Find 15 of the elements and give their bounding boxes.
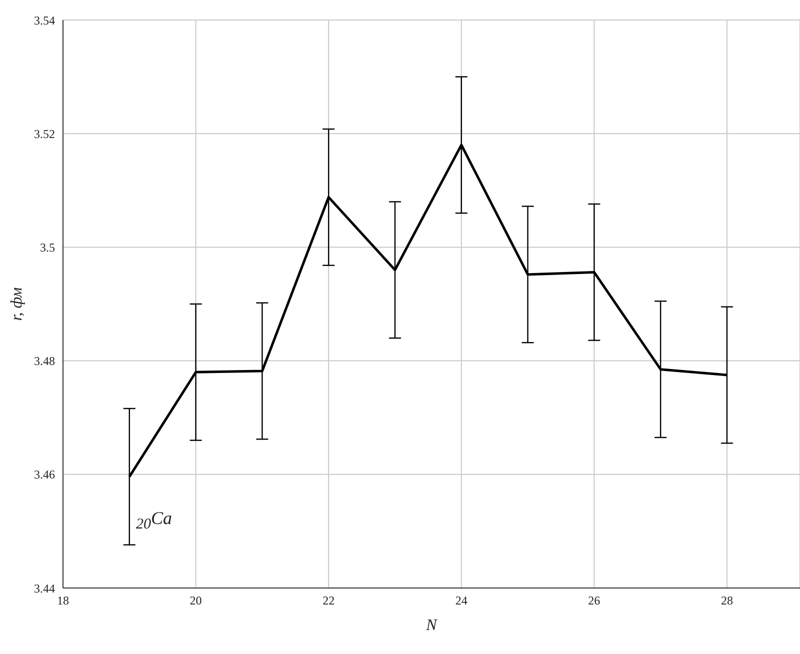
y-tick-label: 3.54 <box>34 13 55 28</box>
x-tick-label: 20 <box>190 594 202 608</box>
x-axis-title: N <box>425 617 438 634</box>
x-tick-label: 18 <box>57 594 69 608</box>
x-tick-label: 26 <box>588 594 600 608</box>
y-tick-label: 3.52 <box>34 126 55 141</box>
annotation: $_{20}$Ca <box>136 508 172 534</box>
x-tick-label: 28 <box>720 594 733 608</box>
x-tick-label: 22 <box>322 594 335 608</box>
y-tick-label: 3.46 <box>34 468 55 482</box>
y-tick-label: 3.44 <box>34 581 55 596</box>
y-tick-label: 3.48 <box>34 354 55 368</box>
x-tick-label: 24 <box>455 594 468 608</box>
y-tick-label: 3.5 <box>40 240 55 254</box>
y-axis-title: r, фм <box>8 287 26 321</box>
